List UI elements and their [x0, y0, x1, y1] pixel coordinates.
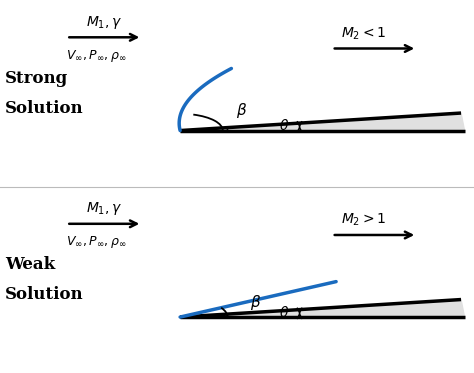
Text: $M_2 > 1$: $M_2 > 1$ [341, 212, 386, 228]
Text: $\beta$: $\beta$ [236, 101, 247, 119]
Text: $V_\infty , P_\infty , \rho_\infty$: $V_\infty , P_\infty , \rho_\infty$ [66, 48, 127, 64]
Polygon shape [180, 300, 465, 317]
Text: $M_1, \gamma$: $M_1, \gamma$ [86, 14, 122, 31]
Text: Solution: Solution [5, 286, 83, 303]
Polygon shape [180, 113, 465, 131]
Text: $M_1, \gamma$: $M_1, \gamma$ [86, 200, 122, 217]
Text: Strong: Strong [5, 70, 68, 87]
Text: Weak: Weak [5, 256, 55, 273]
Text: Solution: Solution [5, 100, 83, 117]
Text: $M_2 < 1$: $M_2 < 1$ [341, 25, 386, 42]
Text: $\theta$: $\theta$ [279, 305, 290, 320]
Text: $V_\infty , P_\infty , \rho_\infty$: $V_\infty , P_\infty , \rho_\infty$ [66, 235, 127, 250]
Text: $\beta$: $\beta$ [250, 293, 262, 311]
Text: $\theta$: $\theta$ [279, 118, 290, 134]
